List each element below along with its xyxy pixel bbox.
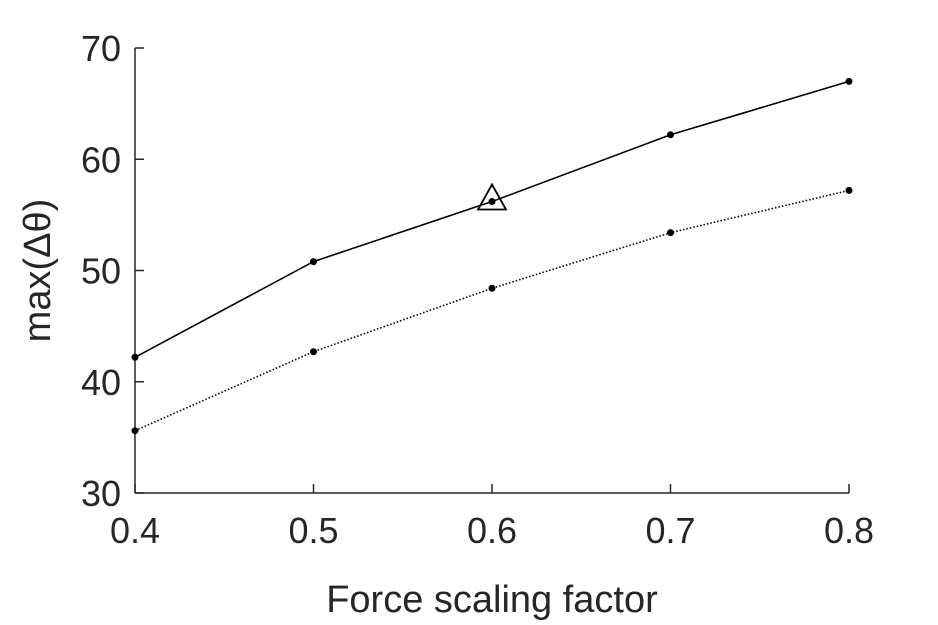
data-point <box>667 131 674 139</box>
y-tick-label: 60 <box>81 139 121 180</box>
x-axis-label: Force scaling factor <box>326 579 658 621</box>
axes <box>134 48 849 494</box>
annotation-layer <box>476 182 508 211</box>
y-tick-label: 30 <box>81 473 121 514</box>
data-point <box>667 229 674 237</box>
y-tick-label: 50 <box>81 251 121 292</box>
data-point <box>310 258 317 266</box>
data-point <box>131 353 139 361</box>
data-point <box>488 284 496 292</box>
x-tick-label: 0.6 <box>467 510 517 551</box>
data-point <box>131 427 139 435</box>
data-point <box>310 348 317 356</box>
triangle-marker <box>476 182 508 211</box>
y-ticks: 30 40 50 60 70 <box>81 28 144 514</box>
data-point <box>845 186 853 194</box>
x-tick-label: 0.4 <box>110 510 160 551</box>
x-tick-label: 0.5 <box>288 510 338 551</box>
x-tick-label: 0.7 <box>645 510 695 551</box>
data-point <box>845 77 853 85</box>
y-tick-label: 40 <box>81 362 121 403</box>
series-line-dotted <box>134 189 850 432</box>
x-ticks: 0.4 0.5 0.6 0.7 0.8 <box>110 484 874 551</box>
y-tick-label: 70 <box>81 28 121 69</box>
data-point <box>488 198 496 206</box>
series-line-solid <box>134 80 850 358</box>
series-layer <box>131 77 853 435</box>
x-tick-label: 0.8 <box>824 510 874 551</box>
y-axis-label: max(Δθ) <box>17 199 59 343</box>
